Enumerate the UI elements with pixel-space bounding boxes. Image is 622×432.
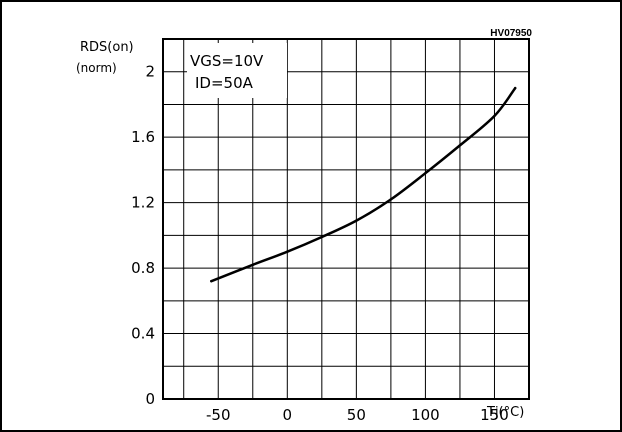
data-point xyxy=(424,171,427,175)
x-tick-label: 150 xyxy=(480,406,509,424)
series-line xyxy=(210,86,517,283)
y-axis-label-line2: (norm) xyxy=(76,61,117,75)
y-tick-label: 0 xyxy=(145,390,155,408)
data-point xyxy=(493,114,496,118)
condition-vgs: VGS=10V xyxy=(190,52,264,70)
data-point xyxy=(210,279,213,283)
y-axis-ticks: 0 0.4 0.8 1.2 1.6 2 xyxy=(131,63,155,408)
series-group xyxy=(210,86,517,283)
data-point xyxy=(355,219,358,222)
y-tick-label: 1.6 xyxy=(131,128,155,146)
y-tick-label: 2 xyxy=(145,63,155,81)
data-point xyxy=(320,235,324,239)
figure-code: HV07950 xyxy=(490,28,532,39)
x-axis-ticks: -50 0 50 100 150 xyxy=(206,406,509,424)
condition-id: ID=50A xyxy=(195,74,254,92)
conditions-box: VGS=10V ID=50A xyxy=(187,43,287,98)
data-point xyxy=(389,198,393,201)
x-tick-label: 100 xyxy=(411,406,440,424)
data-point xyxy=(513,86,517,90)
grid xyxy=(163,39,529,399)
x-tick-label: -50 xyxy=(206,406,231,424)
x-tick-label: 0 xyxy=(283,406,293,424)
data-point xyxy=(458,144,462,147)
y-tick-label: 0.4 xyxy=(131,325,155,343)
data-point xyxy=(286,250,289,253)
y-tick-label: 1.2 xyxy=(131,194,155,212)
y-axis-label-line1: RDS(on) xyxy=(80,40,134,55)
x-axis-label: Tj(°C) xyxy=(486,405,524,420)
plot-border xyxy=(162,38,530,400)
x-tick-label: 50 xyxy=(347,406,366,424)
conditions-background xyxy=(187,43,287,98)
y-tick-label: 0.8 xyxy=(131,259,155,277)
data-point xyxy=(251,263,254,267)
